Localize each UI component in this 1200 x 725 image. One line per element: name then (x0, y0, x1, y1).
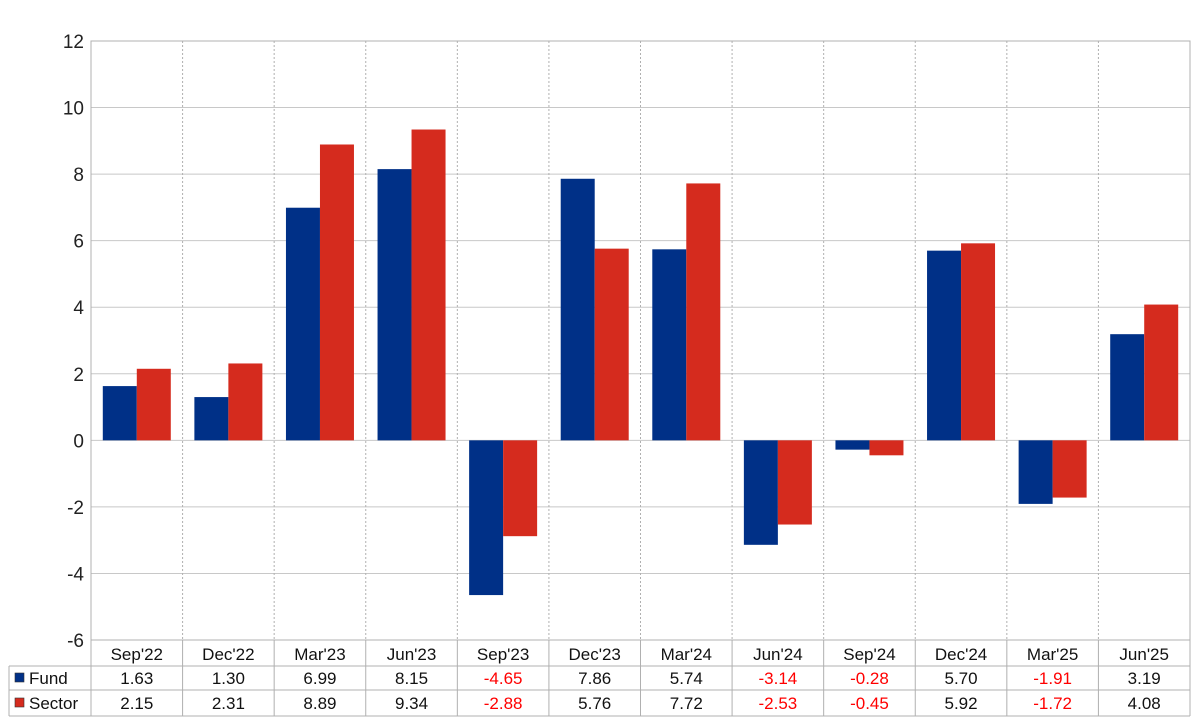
data-label: 2.31 (212, 694, 245, 713)
data-label: 7.72 (670, 694, 703, 713)
data-label: 5.92 (944, 694, 977, 713)
x-tick-label: Jun'24 (753, 645, 803, 664)
x-tick-label: Mar'24 (661, 645, 712, 664)
x-tick-label: Mar'23 (294, 645, 345, 664)
y-tick-label: 10 (63, 99, 84, 120)
data-label: 7.86 (578, 669, 611, 688)
y-tick-label: 12 (63, 32, 84, 53)
bar-sector (686, 183, 721, 441)
x-tick-label: Sep'22 (111, 645, 163, 664)
x-tick-label: Dec'24 (935, 645, 987, 664)
bar-fund (835, 440, 870, 450)
bar-sector (319, 144, 354, 441)
y-tick-label: 6 (73, 232, 84, 253)
plot-area (91, 41, 1190, 640)
bar-sector (411, 129, 446, 441)
bar-fund (1110, 334, 1145, 441)
data-label: -3.14 (759, 669, 798, 688)
y-tick-label: 8 (73, 165, 84, 186)
bar-fund (1018, 440, 1053, 504)
y-tick-label: 0 (73, 431, 84, 452)
bar-sector (1052, 440, 1087, 498)
bar-fund (560, 178, 595, 441)
bar-sector (503, 440, 538, 537)
data-label: 1.63 (120, 669, 153, 688)
data-label: -1.91 (1033, 669, 1072, 688)
data-label: -4.65 (484, 669, 523, 688)
bar-fund (377, 169, 412, 441)
legend-swatch-sector (14, 697, 25, 708)
bar-sector (136, 368, 171, 441)
data-label: 1.30 (212, 669, 245, 688)
x-tick-label: Jun'23 (387, 645, 437, 664)
bar-fund (194, 397, 229, 441)
x-tick-label: Dec'23 (569, 645, 621, 664)
bar-sector (961, 243, 996, 441)
bar-fund (927, 250, 962, 441)
y-tick-label: -4 (67, 564, 84, 585)
data-label: -2.53 (759, 694, 798, 713)
bar-sector (228, 363, 263, 441)
bar-sector (869, 440, 904, 456)
x-tick-label: Sep'24 (843, 645, 895, 664)
data-label: 5.74 (670, 669, 703, 688)
data-label: 9.34 (395, 694, 428, 713)
legend-swatch-fund (14, 672, 25, 683)
y-tick-label: -6 (67, 631, 84, 652)
data-label: -1.72 (1033, 694, 1072, 713)
data-label: 6.99 (303, 669, 336, 688)
x-tick-label: Mar'25 (1027, 645, 1078, 664)
data-label: 8.89 (303, 694, 336, 713)
bar-fund (285, 207, 320, 441)
data-label: 4.08 (1128, 694, 1161, 713)
bar-fund (652, 249, 687, 441)
x-tick-label: Dec'22 (202, 645, 254, 664)
legend-label-fund: Fund (29, 669, 68, 688)
data-label: 3.19 (1128, 669, 1161, 688)
x-tick-label: Sep'23 (477, 645, 529, 664)
data-label: 5.70 (944, 669, 977, 688)
y-tick-label: -2 (67, 498, 84, 519)
bar-sector (594, 248, 629, 441)
legend-label-sector: Sector (29, 694, 78, 713)
y-tick-label: 2 (73, 365, 84, 386)
data-label: 2.15 (120, 694, 153, 713)
bar-fund (102, 386, 137, 441)
bar-fund (743, 440, 778, 545)
bar-sector (1144, 304, 1179, 441)
data-label: -0.28 (850, 669, 889, 688)
bar-sector (777, 440, 812, 525)
y-tick-label: 4 (73, 298, 84, 319)
data-label: -0.45 (850, 694, 889, 713)
data-label: 5.76 (578, 694, 611, 713)
x-tick-label: Jun'25 (1119, 645, 1169, 664)
data-label: 8.15 (395, 669, 428, 688)
bar-fund (469, 440, 504, 596)
data-label: -2.88 (484, 694, 523, 713)
